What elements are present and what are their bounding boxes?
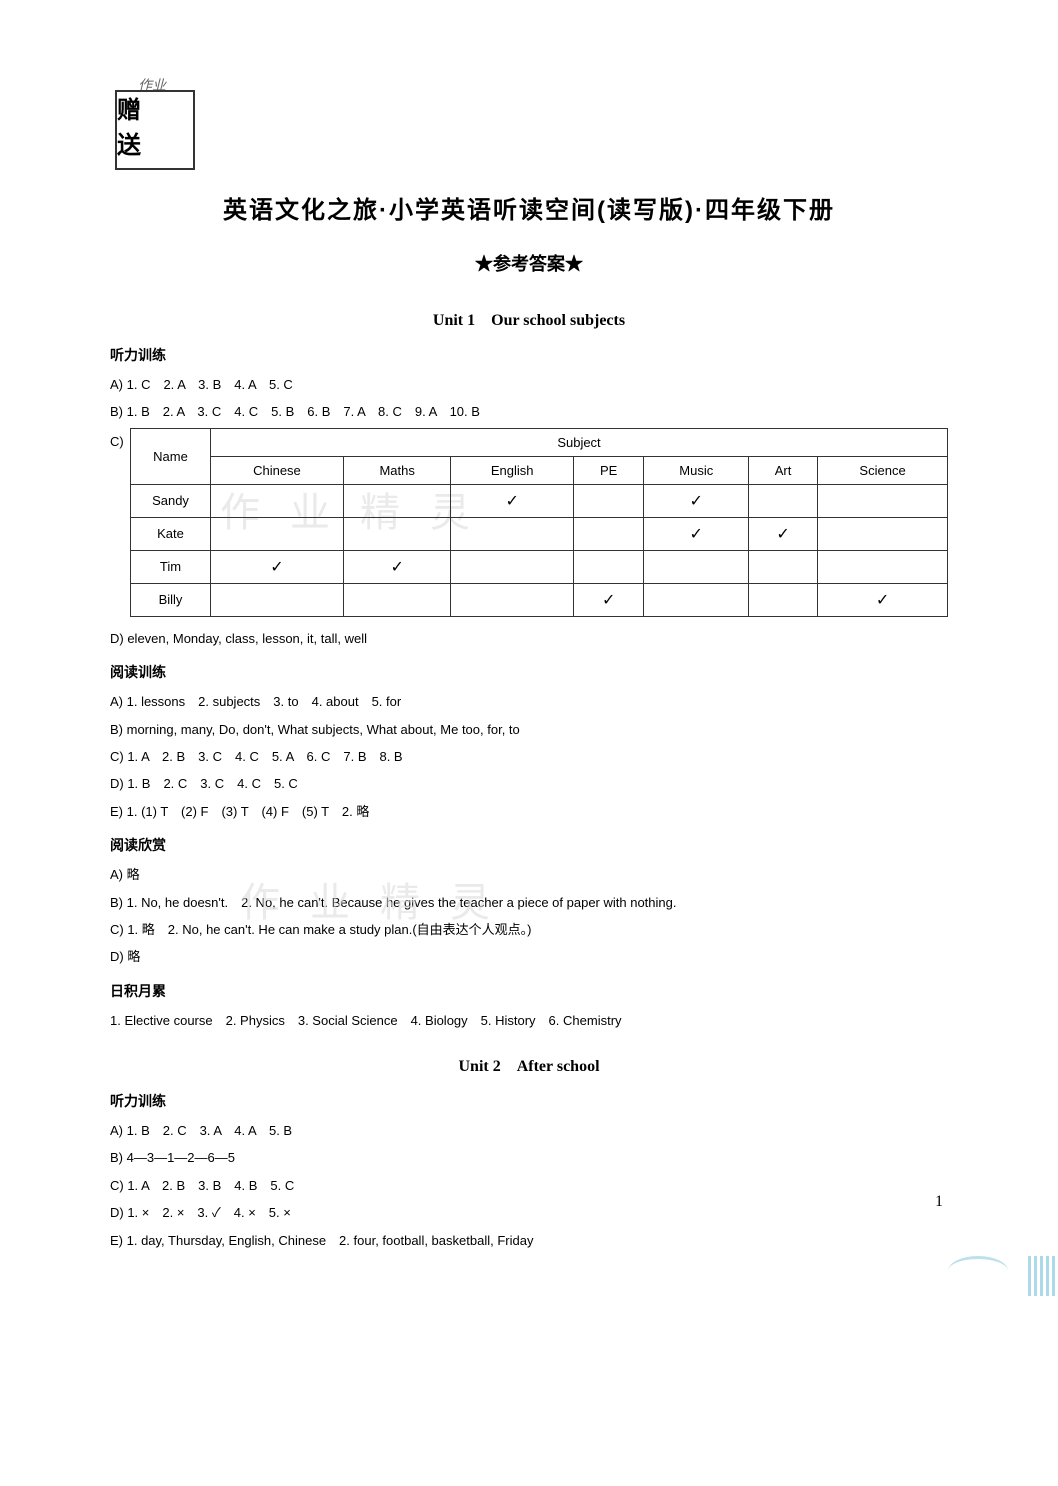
td-check (749, 484, 818, 517)
td-check (211, 517, 344, 550)
c-label: C) (110, 434, 124, 449)
td-check (343, 583, 451, 616)
table-c-wrapper: C) Name Subject Chinese Maths English PE… (110, 428, 948, 617)
logo-container: 作业 赠 送 (110, 80, 200, 170)
answer-line: C) 1. A 2. B 3. B 4. B 5. C (110, 1174, 948, 1197)
td-check: ✓ (573, 583, 644, 616)
logo-box-frame: 赠 送 (115, 90, 195, 170)
section-reading-header: 阅读训练 (110, 662, 948, 682)
subject-table: Name Subject Chinese Maths English PE Mu… (130, 428, 948, 617)
answer-line: D) eleven, Monday, class, lesson, it, ta… (110, 627, 948, 650)
td-name: Kate (131, 517, 211, 550)
table-row: Billy ✓ ✓ (131, 583, 948, 616)
answer-line: D) 1. × 2. × 3. ✓ 4. × 5. × (110, 1201, 948, 1224)
table-row: Sandy ✓ ✓ (131, 484, 948, 517)
bar-pattern-icon (1028, 1256, 1058, 1296)
th-col: Science (818, 456, 948, 484)
table-header-row: Name Subject (131, 428, 948, 456)
td-name: Tim (131, 550, 211, 583)
answer-line: C) 1. 略 2. No, he can't. He can make a s… (110, 918, 948, 941)
answer-line: E) 1. day, Thursday, English, Chinese 2.… (110, 1229, 948, 1252)
answer-line: E) 1. (1) T (2) F (3) T (4) F (5) T 2. 略 (110, 800, 948, 823)
td-check (573, 484, 644, 517)
td-check (644, 583, 749, 616)
td-check: ✓ (644, 517, 749, 550)
subtitle: ★参考答案★ (110, 250, 948, 276)
td-check (573, 550, 644, 583)
th-col: English (451, 456, 573, 484)
th-col: Art (749, 456, 818, 484)
th-col: Chinese (211, 456, 344, 484)
table-row: Kate ✓ ✓ (131, 517, 948, 550)
th-subject: Subject (211, 428, 948, 456)
td-check (343, 517, 451, 550)
section-appreciation-header: 阅读欣赏 (110, 835, 948, 855)
td-name: Billy (131, 583, 211, 616)
td-check (644, 550, 749, 583)
main-title: 英语文化之旅·小学英语听读空间(读写版)·四年级下册 (110, 190, 948, 225)
td-check: ✓ (644, 484, 749, 517)
answer-line: B) morning, many, Do, don't, What subjec… (110, 718, 948, 741)
answer-line: A) 1. C 2. A 3. B 4. A 5. C (110, 373, 948, 396)
page-number: 1 (935, 1193, 943, 1211)
table-subheader-row: Chinese Maths English PE Music Art Scien… (131, 456, 948, 484)
td-check (451, 550, 573, 583)
footer-decoration (938, 1236, 1058, 1296)
logo-box-text: 赠 送 (117, 90, 193, 160)
th-col: Music (644, 456, 749, 484)
unit2-title: Unit 2 After school (110, 1052, 948, 1076)
section-daily-header: 日积月累 (110, 981, 948, 1001)
td-check (211, 583, 344, 616)
td-check (749, 550, 818, 583)
td-check (818, 550, 948, 583)
td-check: ✓ (749, 517, 818, 550)
answer-line: B) 1. B 2. A 3. C 4. C 5. B 6. B 7. A 8.… (110, 400, 948, 423)
td-check: ✓ (451, 484, 573, 517)
unit1-title: Unit 1 Our school subjects (110, 306, 948, 330)
td-check: ✓ (211, 550, 344, 583)
td-check (451, 583, 573, 616)
answer-line: C) 1. A 2. B 3. C 4. C 5. A 6. C 7. B 8.… (110, 745, 948, 768)
td-check (451, 517, 573, 550)
td-check (749, 583, 818, 616)
answer-line: A) 略 (110, 863, 948, 886)
answer-line: B) 1. No, he doesn't. 2. No, he can't. B… (110, 891, 948, 914)
td-check (211, 484, 344, 517)
th-col: Maths (343, 456, 451, 484)
td-check (818, 517, 948, 550)
td-check (573, 517, 644, 550)
answer-line: B) 4—3—1—2—6—5 (110, 1146, 948, 1169)
td-check: ✓ (343, 550, 451, 583)
th-col: PE (573, 456, 644, 484)
table-row: Tim ✓ ✓ (131, 550, 948, 583)
answer-line: 1. Elective course 2. Physics 3. Social … (110, 1009, 948, 1032)
th-name: Name (131, 428, 211, 484)
td-name: Sandy (131, 484, 211, 517)
section-listening-header: 听力训练 (110, 1091, 948, 1111)
td-check: ✓ (818, 583, 948, 616)
section-listening-header: 听力训练 (110, 345, 948, 365)
td-check (343, 484, 451, 517)
arc-icon (948, 1256, 1008, 1286)
answer-line: A) 1. lessons 2. subjects 3. to 4. about… (110, 690, 948, 713)
answer-line: A) 1. B 2. C 3. A 4. A 5. B (110, 1119, 948, 1142)
answer-line: D) 1. B 2. C 3. C 4. C 5. C (110, 772, 948, 795)
answer-line: D) 略 (110, 945, 948, 968)
td-check (818, 484, 948, 517)
